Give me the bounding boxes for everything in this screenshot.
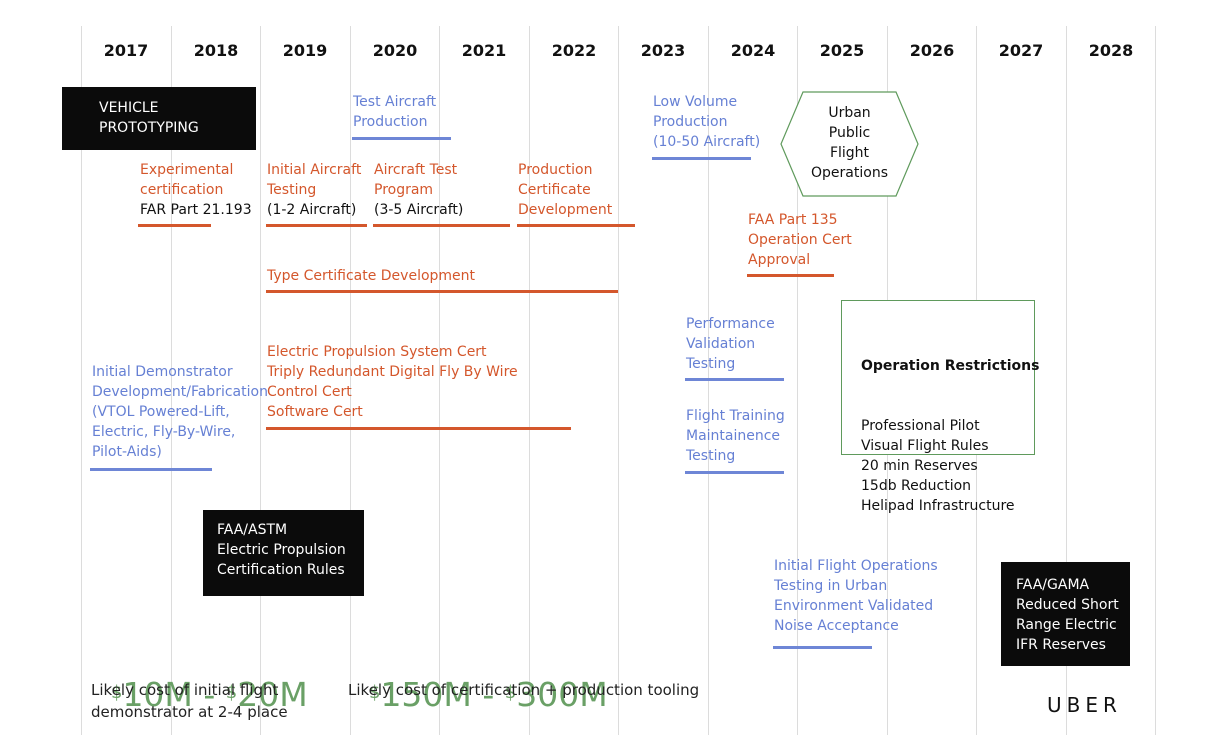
gridline [350,26,351,735]
cost-demonstrator-description: Likely cost of initial flight demonstrat… [91,681,288,721]
gridline [529,26,530,735]
type-certificate-label: Type Certificate Development [267,268,476,284]
test-aircraft-production-label: Test Aircraft Production [353,94,437,130]
initial-flight-operations-bar [773,646,872,649]
flight-training-bar [685,471,784,474]
cost-separator: - [471,675,505,714]
year-label: 2024 [730,41,776,60]
cost-low-value: 150M [380,675,472,714]
gridline [1155,26,1156,735]
hexagon-shape [780,91,919,197]
urban-flight-operations-hexagon: Urban Public Flight Operations [779,91,920,197]
experimental-certification-sub: FAR Part 21.193 [140,202,252,218]
gridline [171,26,172,735]
low-volume-production-label: Low Volume Production (10-50 Aircraft) [653,94,761,150]
cost-certification-range: $150M - $300M [348,641,608,713]
year-label: 2023 [640,41,686,60]
low-volume-production-bar [652,157,751,160]
cost-separator: - [192,675,226,714]
year-label: 2026 [909,41,955,60]
experimental-certification-label: Experimental certification [140,162,234,198]
aircraft-test-program-bar [373,224,510,227]
vehicle-prototyping-box: VEHICLE PROTOTYPING [62,87,256,150]
currency-symbol: $ [368,682,381,703]
year-label: 2022 [551,41,597,60]
gridline [260,26,261,735]
type-certificate-bar [266,290,618,293]
initial-aircraft-testing-label: Initial Aircraft Testing [267,162,362,198]
production-certificate-bar [517,224,635,227]
initial-flight-operations-label: Initial Flight Operations Testing in Urb… [774,558,938,634]
performance-validation-bar [685,378,784,381]
operation-restrictions-box: Operation Restrictions Professional Pilo… [841,300,1040,514]
year-label: 2021 [461,41,507,60]
faa-astm-box: FAA/ASTM Electric Propulsion Certificati… [203,510,364,596]
cost-high-value: 20M [237,675,308,714]
initial-demonstrator-bar [90,468,212,471]
initial-aircraft-testing-sub: (1-2 Aircraft) [267,202,357,218]
currency-symbol: $ [504,682,517,703]
test-aircraft-production-bar [352,137,451,140]
year-label: 2017 [103,41,149,60]
flight-training-label: Flight Training Maintainence Testing [686,408,785,464]
faa-gama-box: FAA/GAMA Reduced Short Range Electric IF… [1001,562,1130,666]
initial-demonstrator-label: Initial Demonstrator Development/Fabrica… [92,364,268,460]
aircraft-test-program-sub: (3-5 Aircraft) [374,202,464,218]
cost-certification-description: Likely cost of certification + productio… [348,681,700,699]
year-label: 2019 [282,41,328,60]
operation-restrictions-title: Operation Restrictions [861,358,1040,374]
faa-part-135-bar [747,274,834,277]
production-certificate-label: Production Certificate Development [518,162,613,218]
faa-part-135-label: FAA Part 135 Operation Cert Approval [748,212,852,268]
gridline [1066,26,1067,735]
year-label: 2020 [372,41,418,60]
cost-low-value: 10M [122,675,193,714]
operation-restrictions-list: Professional Pilot Visual Flight Rules 2… [861,418,1015,514]
electric-propulsion-certs-label: Electric Propulsion System Cert Triply R… [267,344,518,420]
currency-symbol: $ [110,682,123,703]
uber-logo: UBER [1047,693,1122,717]
cost-high-value: 300M [516,675,608,714]
urban-flight-operations-label: Urban Public Flight Operations [811,105,888,181]
gridline [439,26,440,735]
year-label: 2025 [819,41,865,60]
year-label: 2027 [998,41,1044,60]
gridline [797,26,798,735]
year-label: 2018 [193,41,239,60]
gridline [618,26,619,735]
initial-aircraft-testing-bar [266,224,367,227]
aircraft-test-program-label: Aircraft Test Program [374,162,458,198]
cost-demonstrator-range: $10M - $20M [90,641,308,713]
performance-validation-label: Performance Validation Testing [686,316,775,372]
year-label: 2028 [1088,41,1134,60]
experimental-certification-bar [138,224,211,227]
currency-symbol: $ [225,682,238,703]
electric-propulsion-certs-bar [266,427,571,430]
gridline [81,26,82,735]
